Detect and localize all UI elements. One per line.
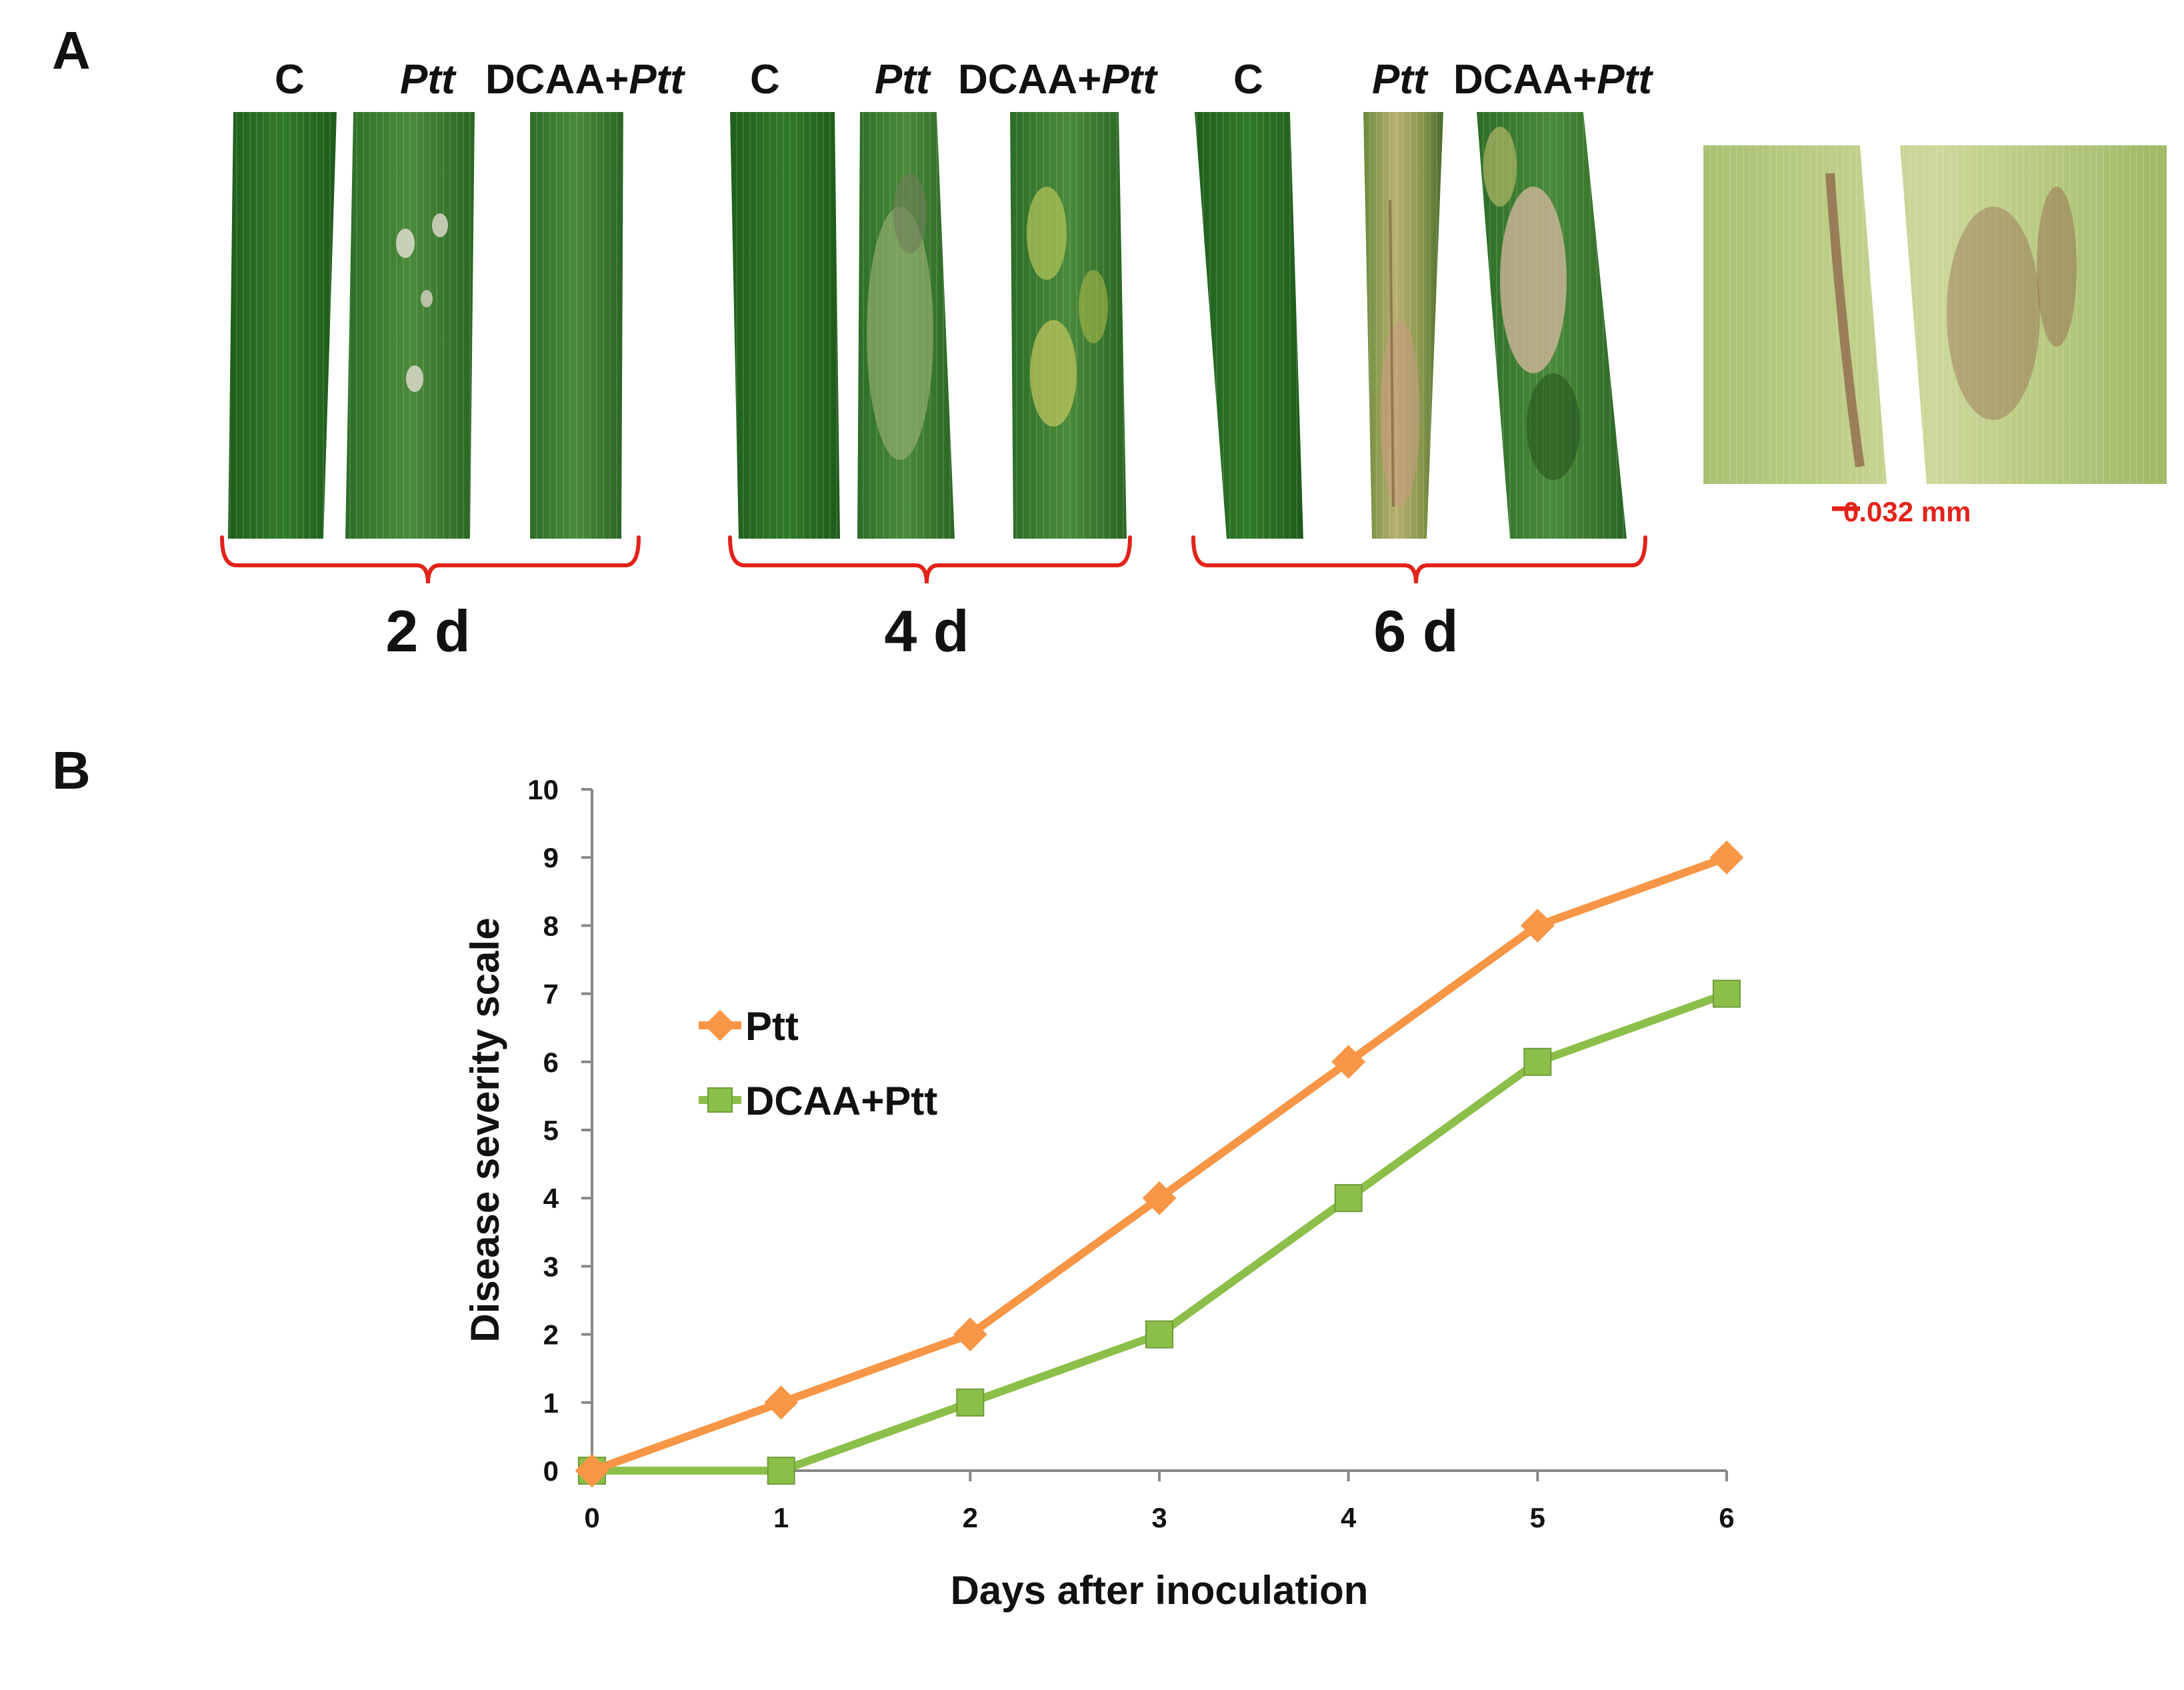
- label-2d-dcaa-ptt: DCAA+Ptt: [485, 57, 684, 103]
- data-point-ptt: [764, 1385, 799, 1420]
- leaf-4d-dcaa-ptt: [1010, 112, 1127, 539]
- legend-label-dcaa-ptt: DCAA+Ptt: [745, 1079, 937, 1123]
- bracket-6d: [1191, 535, 1647, 584]
- label-4d-ptt: Ptt: [875, 57, 930, 103]
- data-point-ptt: [1520, 908, 1555, 943]
- x-axis-label: Days after inoculation: [951, 1568, 1369, 1613]
- severity-line-chart: 0 1 2 3 4 5 6 7 8 9 10 0 1 2 3 4 5 6 Ptt DCAA+Ptt Disease …: [463, 774, 1744, 1613]
- y-tick-label: 8: [543, 910, 559, 941]
- y-tick-label: 2: [543, 1319, 559, 1351]
- y-tick-label: 1: [543, 1387, 559, 1419]
- y-tick-label: 7: [543, 979, 559, 1010]
- label-6d-ptt: Ptt: [1372, 57, 1427, 103]
- y-axis-label: Disease severity scale: [463, 917, 507, 1342]
- panel-b-letter: B: [52, 741, 91, 800]
- data-point-ptt: [1142, 1181, 1177, 1215]
- leaf-6d-dcaa-ptt: [1477, 112, 1627, 539]
- legend-marker-ptt: [704, 1009, 736, 1041]
- label-4d-dcaa-ptt: DCAA+Ptt: [958, 57, 1157, 103]
- label-6d-control: C: [1233, 57, 1263, 103]
- data-point-dcaa-ptt: [1713, 979, 1741, 1008]
- y-tick-label: 4: [543, 1183, 559, 1214]
- x-tick-label: 4: [1341, 1502, 1357, 1533]
- y-tick-label: 6: [543, 1047, 559, 1078]
- leaf-6d-ptt: [1363, 112, 1443, 539]
- leaf-2d-dcaa-ptt: [530, 112, 623, 539]
- legend-label-ptt: Ptt: [745, 1004, 799, 1049]
- data-point-ptt: [953, 1317, 987, 1352]
- x-tick-label: 1: [773, 1502, 789, 1533]
- x-tick-label: 6: [1719, 1502, 1734, 1533]
- data-point-dcaa-ptt: [1145, 1320, 1173, 1349]
- x-tick-label: 0: [584, 1502, 599, 1533]
- y-tick-label: 0: [543, 1455, 559, 1487]
- x-tick-label: 5: [1530, 1502, 1545, 1533]
- bracket-4d: [728, 535, 1132, 584]
- leaf-photos: [220, 112, 2167, 584]
- y-tick-label: 3: [543, 1251, 559, 1282]
- legend-marker-dcaa-ptt: [707, 1087, 733, 1113]
- label-4d-control: C: [750, 57, 780, 103]
- day-label-2d: 2 d: [385, 598, 471, 664]
- leaf-2d-ptt: [345, 112, 475, 539]
- series-line-ptt: [590, 853, 1729, 1475]
- day-label-6d: 6 d: [1373, 598, 1459, 664]
- series-line-dcaa-ptt: [592, 989, 1729, 1475]
- label-6d-dcaa-ptt: DCAA+Ptt: [1453, 57, 1652, 103]
- data-point-dcaa-ptt: [956, 1388, 985, 1417]
- leaf-2d-control: [228, 112, 337, 539]
- leaf-4d-control: [730, 112, 840, 539]
- data-point-ptt: [575, 1453, 609, 1488]
- y-tick-label: 10: [527, 774, 559, 805]
- y-tick-label: 5: [543, 1115, 559, 1146]
- data-point-ptt: [1331, 1045, 1366, 1079]
- scale-bar-label: 0.032 mm: [1843, 496, 1971, 527]
- data-point-dcaa-ptt: [767, 1457, 795, 1485]
- label-2d-control: C: [275, 57, 305, 103]
- label-2d-ptt: Ptt: [400, 57, 455, 103]
- y-tick-label: 9: [543, 842, 559, 873]
- data-point-dcaa-ptt: [1334, 1184, 1363, 1213]
- data-point-dcaa-ptt: [1523, 1047, 1552, 1076]
- day-label-4d: 4 d: [884, 598, 969, 664]
- leaf-4d-ptt: [857, 112, 955, 539]
- bracket-2d: [220, 535, 641, 584]
- panel-a-letter: A: [52, 21, 91, 80]
- data-point-ptt: [1709, 840, 1744, 875]
- leaf-6d-control: [1195, 112, 1303, 539]
- x-tick-label: 2: [963, 1502, 978, 1533]
- magnified-lesion-inset: [1703, 145, 2167, 484]
- x-tick-label: 3: [1151, 1502, 1167, 1533]
